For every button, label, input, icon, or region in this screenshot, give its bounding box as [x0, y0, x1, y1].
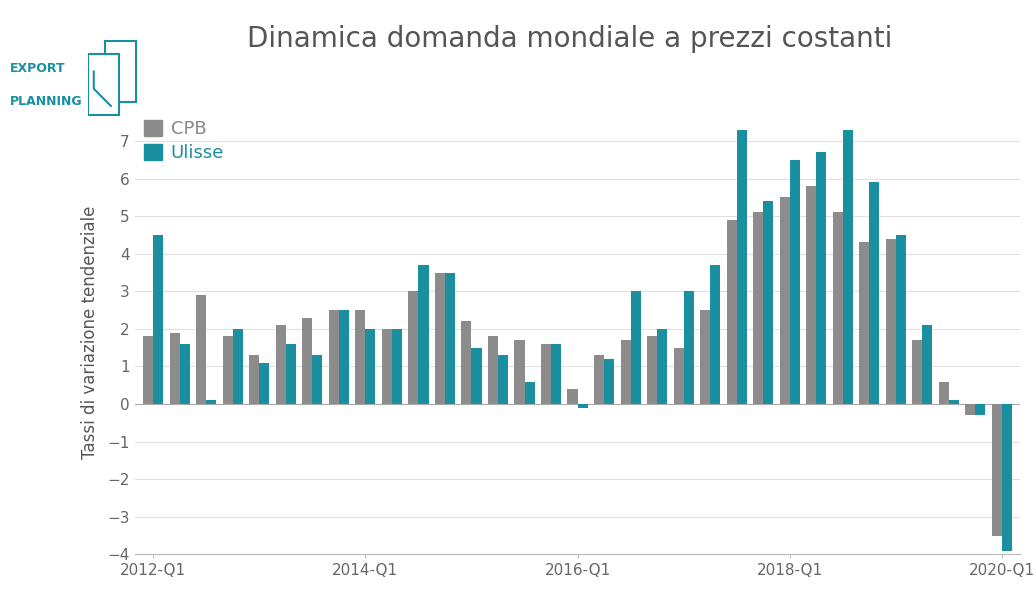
Bar [780, 197, 789, 404]
Bar [631, 291, 640, 404]
Bar [859, 243, 869, 404]
Bar [657, 329, 667, 404]
Bar [488, 336, 498, 404]
Bar [498, 355, 508, 404]
Bar [806, 186, 816, 404]
Bar [286, 344, 296, 404]
Bar [621, 340, 631, 404]
Bar [568, 389, 578, 404]
Bar [896, 235, 905, 404]
Bar [515, 340, 524, 404]
Bar [196, 295, 206, 404]
Bar [842, 130, 853, 404]
Bar [382, 329, 392, 404]
Bar [710, 265, 720, 404]
Bar [471, 347, 482, 404]
Bar [223, 336, 233, 404]
Bar [700, 310, 710, 404]
Bar [684, 291, 694, 404]
Bar [355, 310, 366, 404]
Bar [578, 404, 587, 408]
Bar [106, 41, 137, 102]
Bar [816, 152, 827, 404]
Bar [366, 329, 375, 404]
Bar [180, 344, 190, 404]
Bar [250, 355, 259, 404]
Bar [737, 130, 747, 404]
Bar [303, 318, 313, 404]
Bar [673, 347, 684, 404]
Bar [419, 265, 429, 404]
Legend: CPB, Ulisse: CPB, Ulisse [144, 120, 224, 162]
Bar [753, 213, 764, 404]
Bar [789, 160, 800, 404]
Bar [922, 325, 932, 404]
Bar [991, 404, 1002, 535]
Bar [913, 340, 922, 404]
Text: Dinamica domanda mondiale a prezzi costanti: Dinamica domanda mondiale a prezzi costa… [248, 25, 892, 52]
Bar [233, 329, 242, 404]
Bar [461, 322, 471, 404]
Bar [541, 344, 551, 404]
Bar [339, 310, 349, 404]
Bar [604, 359, 614, 404]
Bar [551, 344, 562, 404]
Bar [408, 291, 419, 404]
Bar [966, 404, 975, 415]
Text: EXPORT: EXPORT [10, 62, 66, 75]
Bar [726, 220, 737, 404]
Bar [143, 336, 153, 404]
Bar [975, 404, 985, 415]
Bar [313, 355, 322, 404]
Bar [435, 272, 445, 404]
Bar [524, 381, 535, 404]
Bar [153, 235, 164, 404]
Bar [259, 363, 269, 404]
Bar [764, 201, 773, 404]
Bar [594, 355, 604, 404]
Bar [886, 238, 896, 404]
Bar [328, 310, 339, 404]
Bar [949, 400, 959, 404]
Bar [276, 325, 286, 404]
Bar [445, 272, 455, 404]
Y-axis label: Tassi di variazione tendenziale: Tassi di variazione tendenziale [81, 206, 99, 460]
Bar [869, 182, 880, 404]
Bar [833, 213, 842, 404]
Bar [170, 333, 180, 404]
Bar [939, 381, 949, 404]
Bar [392, 329, 402, 404]
Bar [206, 400, 217, 404]
Bar [88, 54, 119, 115]
Bar [1002, 404, 1012, 551]
Text: PLANNING: PLANNING [10, 95, 83, 108]
Bar [648, 336, 657, 404]
